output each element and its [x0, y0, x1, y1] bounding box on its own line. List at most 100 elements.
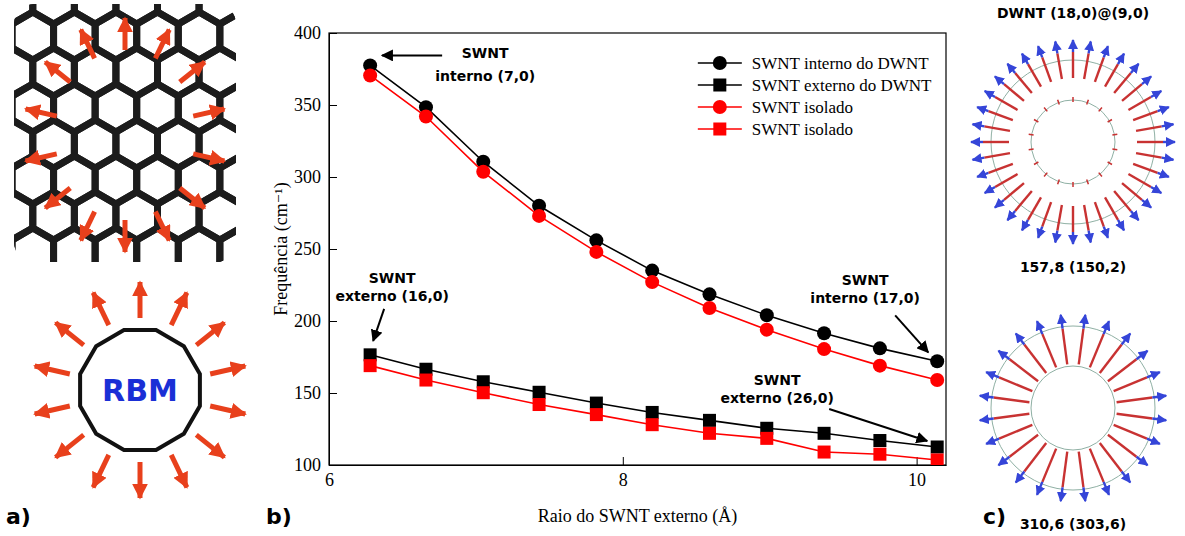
data-point — [873, 434, 886, 447]
hexagon — [178, 228, 220, 262]
x-tick: 10 — [908, 457, 926, 490]
rbm-arrow — [81, 212, 95, 241]
y-tick-label: 400 — [294, 23, 321, 43]
panel-a: RBM — [0, 0, 303, 498]
displacement-small — [1112, 133, 1117, 135]
y-tick: 150 — [294, 383, 337, 403]
y-tick: 350 — [294, 95, 337, 115]
displacement-shaft — [1084, 53, 1089, 79]
displacement-small — [1029, 133, 1034, 135]
data-point — [533, 386, 546, 399]
annotation-arrow — [895, 315, 928, 352]
data-point — [873, 359, 887, 373]
hexagon — [220, 228, 236, 262]
data-point — [817, 342, 831, 356]
x-tick-label: 6 — [325, 470, 334, 490]
displacement-head — [1136, 457, 1147, 466]
mode-frequency: 310,6 (303,6) — [1020, 516, 1126, 532]
displacement-shaft — [1079, 452, 1084, 488]
rbm-arrow — [26, 109, 57, 116]
displacement-head — [980, 396, 994, 398]
rbm-arrow — [196, 435, 224, 457]
displacement-head — [1158, 107, 1169, 111]
displacement-shaft — [1084, 205, 1089, 231]
legend: SWNT interno do DWNTSWNT externo do DWNT… — [698, 54, 932, 139]
displacement-head — [1089, 42, 1091, 54]
y-axis-title: Frequência (cm⁻¹) — [271, 182, 292, 315]
rbm-arrow — [180, 62, 205, 82]
rbm-arrow — [210, 366, 245, 374]
y-tick-label: 200 — [294, 311, 321, 331]
panel-label: b) — [266, 504, 292, 529]
displacement-head — [1104, 482, 1109, 495]
displacement-small — [1034, 162, 1038, 165]
data-point — [419, 110, 433, 124]
y-tick-mark — [329, 105, 337, 106]
displacement-head — [971, 141, 983, 143]
data-point — [703, 414, 716, 427]
displacement-head — [1151, 187, 1161, 193]
rbm-arrow — [123, 18, 128, 50]
displacement-shaft — [1028, 64, 1041, 87]
rbm-arrow — [93, 455, 109, 487]
displacement-head — [986, 439, 999, 444]
displacement-head — [1147, 439, 1160, 444]
annotation-arrow — [829, 409, 927, 441]
data-point — [590, 408, 603, 421]
displacement-head — [1061, 315, 1063, 329]
displacement-shaft — [1090, 449, 1104, 482]
annotation-line: SWNT — [754, 372, 801, 388]
displacement-shaft — [1010, 435, 1039, 457]
x-axis: 6 8 10 — [325, 457, 947, 490]
y-tick-label: 100 — [294, 455, 321, 475]
displacement-head — [980, 418, 994, 420]
displacement-shaft — [1114, 73, 1131, 93]
data-point — [703, 427, 716, 440]
displacement-head — [1122, 471, 1131, 482]
annotation: SWNTinterno (7,0) — [435, 45, 535, 84]
y-tick: 200 — [294, 311, 337, 331]
displacement-small — [1087, 180, 1089, 185]
y-tick: 300 — [294, 167, 337, 187]
data-point — [930, 354, 944, 368]
legend-label: SWNT isolado — [752, 120, 853, 139]
displacement-shaft — [995, 97, 1018, 110]
rbm-arrow — [138, 282, 143, 318]
displacement-head — [995, 200, 1004, 208]
displacement-small — [1108, 162, 1112, 165]
annotation-line: SWNT — [842, 272, 889, 288]
x-tick-mark — [623, 457, 624, 465]
displacement-head — [1158, 173, 1169, 177]
displacement-shaft — [1114, 425, 1147, 439]
y-tick-mark — [329, 465, 337, 466]
displacement-head — [1152, 396, 1166, 398]
displacement-head — [985, 91, 995, 97]
annotation: SWNT interno (17,0) — [810, 272, 920, 306]
displacement-shaft — [999, 377, 1032, 391]
displacement-shaft — [988, 111, 1012, 120]
rbm-arrow — [155, 212, 169, 241]
displacement-shaft — [1015, 191, 1032, 211]
annotation-line: interno (17,0) — [810, 290, 920, 306]
legend-marker — [713, 123, 726, 136]
displacement-shaft — [994, 398, 1030, 403]
nanotube-lattice — [14, 4, 236, 262]
legend-label: SWNT interno do DWNT — [752, 54, 929, 73]
rbm-arrow — [138, 462, 143, 498]
y-tick-label: 150 — [294, 383, 321, 403]
displacement-small — [1099, 108, 1102, 112]
panel-c: DWNT (18,0)@(9,0)157,8 (150,2)310,6 (303… — [971, 5, 1175, 532]
displacement-head — [1022, 54, 1028, 64]
x-tick-label: 8 — [619, 470, 628, 490]
displacement-shaft — [1042, 57, 1051, 81]
hexagon — [95, 228, 137, 262]
displacement-shaft — [1114, 191, 1131, 211]
legend-entry: SWNT isolado — [698, 120, 853, 139]
displacement-head — [1162, 158, 1174, 160]
displacement-shaft — [1072, 52, 1074, 78]
mode-diagram — [980, 315, 1166, 501]
displacement-shaft — [1114, 377, 1147, 391]
annotation-line: SWNT — [462, 45, 509, 61]
displacement-head — [1142, 76, 1151, 84]
y-tick-mark — [329, 33, 337, 34]
